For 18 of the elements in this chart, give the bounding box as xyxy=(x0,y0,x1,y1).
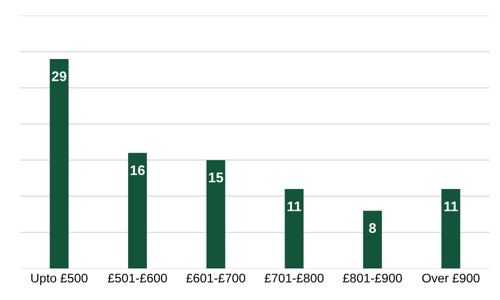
x-tick-label: £601-£700 xyxy=(186,274,246,283)
bar xyxy=(50,58,69,268)
x-tick-label: £501-£600 xyxy=(108,274,167,283)
x-tick-label: £701-£800 xyxy=(264,274,324,283)
x-tick-label: Upto £500 xyxy=(31,274,88,286)
bar xyxy=(206,160,226,268)
data-label: 16 xyxy=(130,165,145,176)
data-label: 15 xyxy=(208,172,224,182)
x-tick-label: Over £900 xyxy=(422,274,480,283)
data-label: 29 xyxy=(52,71,66,82)
bar xyxy=(363,210,382,268)
bar xyxy=(128,152,147,268)
data-label: 11 xyxy=(288,202,302,212)
bar xyxy=(441,189,460,268)
x-tick-label: £801-£900 xyxy=(342,274,402,283)
data-label: 11 xyxy=(444,202,458,212)
bar xyxy=(284,189,304,268)
data-label: 8 xyxy=(369,223,376,233)
